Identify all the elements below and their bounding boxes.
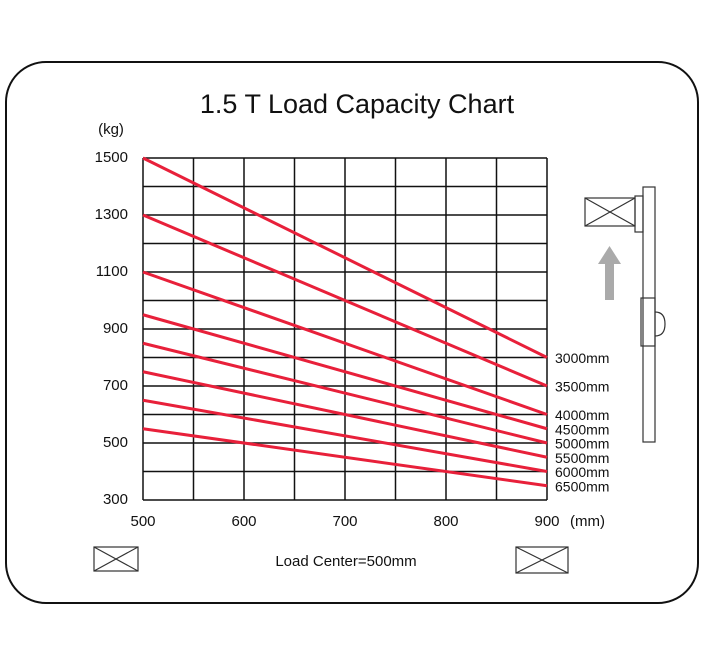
x-tick-label: 800 bbox=[433, 513, 458, 530]
x-tick-label: 700 bbox=[332, 513, 357, 530]
series-line bbox=[142, 370, 548, 459]
series-line bbox=[142, 398, 548, 473]
series-line bbox=[142, 156, 548, 359]
frame bbox=[5, 61, 699, 604]
series-label: 3000mm bbox=[555, 350, 609, 366]
series-label: 6500mm bbox=[555, 478, 609, 494]
mast-icon bbox=[634, 186, 666, 443]
x-axis-label: (mm) bbox=[570, 513, 605, 530]
annotation: Load Center=500mm bbox=[275, 553, 416, 570]
series-label: 3500mm bbox=[555, 379, 609, 395]
chart-title: 1.5 T Load Capacity Chart bbox=[200, 89, 515, 119]
series-line bbox=[142, 313, 548, 431]
x-tick-label: 900 bbox=[534, 513, 559, 530]
y-tick-label: 300 bbox=[103, 491, 128, 508]
series-line bbox=[142, 213, 548, 388]
y-tick-label: 1100 bbox=[96, 263, 128, 280]
x-tick-label: 600 bbox=[231, 513, 256, 530]
y-axis-label: (kg) bbox=[98, 121, 124, 138]
x-tick-label: 500 bbox=[130, 513, 155, 530]
y-tick-label: 1300 bbox=[95, 206, 128, 223]
series-line bbox=[142, 341, 548, 445]
series-label: 5000mm bbox=[555, 436, 609, 452]
series-label: 6000mm bbox=[555, 464, 609, 480]
y-tick-label: 500 bbox=[103, 434, 128, 451]
series-label: 4000mm bbox=[555, 407, 609, 423]
series-label: 4500mm bbox=[555, 421, 609, 437]
series-line bbox=[142, 270, 548, 416]
series-label: 5500mm bbox=[555, 450, 609, 466]
y-tick-label: 900 bbox=[103, 320, 128, 337]
y-tick-label: 1500 bbox=[95, 149, 128, 166]
y-tick-label: 700 bbox=[103, 377, 128, 394]
lift-arrow bbox=[598, 246, 621, 300]
series-line bbox=[142, 427, 548, 488]
